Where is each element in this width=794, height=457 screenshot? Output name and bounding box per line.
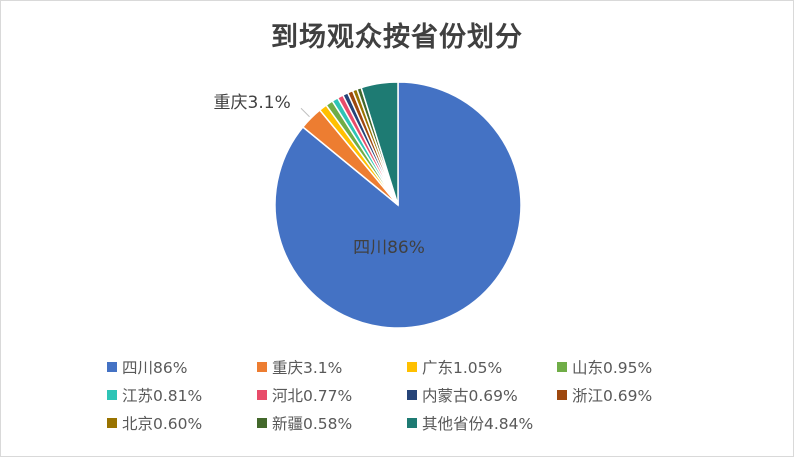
legend-item-1: 重庆3.1% <box>257 356 407 378</box>
chart-title: 到场观众按省份划分 <box>271 22 523 53</box>
legend-item-10: 其他省份4.84% <box>407 412 557 434</box>
legend-swatch-3 <box>557 362 567 372</box>
legend-label-6: 内蒙古0.69% <box>422 387 518 405</box>
legend-item-9: 新疆0.58% <box>257 412 407 434</box>
legend-swatch-4 <box>107 390 117 400</box>
legend-swatch-0 <box>107 362 117 372</box>
legend-item-2: 广东1.05% <box>407 356 557 378</box>
legend-swatch-10 <box>407 418 417 428</box>
data-label-1: 重庆3.1% <box>214 93 291 113</box>
chart-legend: 四川86% 重庆3.1% 广东1.05% 山东0.95% 江苏0.81% 河北0.77% 内… <box>107 356 727 434</box>
legend-swatch-5 <box>257 390 267 400</box>
legend-swatch-2 <box>407 362 417 372</box>
legend-swatch-9 <box>257 418 267 428</box>
legend-label-8: 北京0.60% <box>122 415 203 433</box>
legend-label-9: 新疆0.58% <box>272 415 353 433</box>
legend-item-8: 北京0.60% <box>107 412 257 434</box>
legend-swatch-7 <box>557 390 567 400</box>
data-label-leader-1 <box>300 107 310 118</box>
legend-item-6: 内蒙古0.69% <box>407 384 557 406</box>
data-label-0: 四川86% <box>353 238 425 258</box>
legend-swatch-1 <box>257 362 267 372</box>
legend-swatch-6 <box>407 390 417 400</box>
legend-label-7: 浙江0.69% <box>572 387 653 405</box>
legend-swatch-8 <box>107 418 117 428</box>
legend-item-7: 浙江0.69% <box>557 384 707 406</box>
legend-label-0: 四川86% <box>122 359 188 377</box>
legend-item-0: 四川86% <box>107 356 257 378</box>
pie-slice-10 <box>360 81 399 206</box>
legend-label-3: 山东0.95% <box>572 359 653 377</box>
legend-label-1: 重庆3.1% <box>272 359 343 377</box>
legend-item-3: 山东0.95% <box>557 356 707 378</box>
legend-label-4: 江苏0.81% <box>122 387 203 405</box>
legend-label-5: 河北0.77% <box>272 387 353 405</box>
legend-label-2: 广东1.05% <box>422 359 503 377</box>
legend-item-5: 河北0.77% <box>257 384 407 406</box>
legend-label-10: 其他省份4.84% <box>422 415 534 433</box>
legend-item-4: 江苏0.81% <box>107 384 257 406</box>
